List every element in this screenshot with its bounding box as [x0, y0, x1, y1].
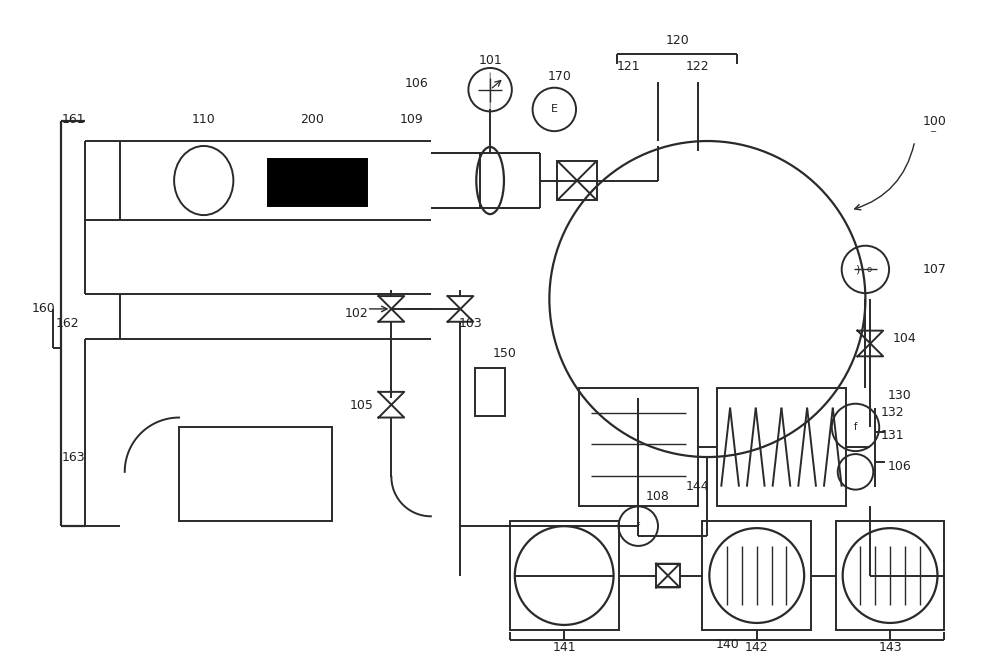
Text: 108: 108 [646, 490, 670, 503]
Text: 161: 161 [62, 113, 85, 126]
Text: 100: 100 [923, 114, 946, 128]
Text: 162: 162 [56, 317, 79, 330]
Bar [510, 521, 619, 630]
Text: ─: ─ [930, 126, 935, 136]
Bar [836, 521, 944, 630]
Text: 122: 122 [686, 61, 709, 74]
Bar [179, 428, 332, 521]
Text: 101: 101 [478, 53, 502, 66]
Text: 120: 120 [666, 34, 690, 47]
Text: 144: 144 [686, 480, 709, 493]
Text: 160: 160 [32, 303, 56, 315]
Text: 105: 105 [350, 399, 374, 412]
Bar [717, 388, 846, 507]
Bar [702, 521, 811, 630]
Text: f: f [854, 422, 857, 432]
Text: 150: 150 [493, 347, 517, 360]
Text: 104: 104 [893, 332, 917, 345]
Text: 200: 200 [300, 113, 324, 126]
Bar [268, 159, 367, 206]
Text: f: f [637, 522, 640, 530]
Bar [557, 161, 597, 200]
Text: 130: 130 [888, 390, 912, 402]
Bar [475, 368, 505, 416]
Text: 102: 102 [345, 307, 369, 320]
Text: 143: 143 [878, 641, 902, 654]
Text: 110: 110 [192, 113, 216, 126]
Text: 163: 163 [62, 451, 85, 463]
Text: 106: 106 [404, 77, 428, 90]
Bar [656, 564, 680, 588]
Text: 131: 131 [880, 429, 904, 442]
Text: 142: 142 [745, 641, 769, 654]
Text: 140: 140 [715, 638, 739, 651]
Text: 109: 109 [399, 113, 423, 126]
Text: 103: 103 [458, 317, 482, 330]
Text: 121: 121 [617, 61, 640, 74]
Text: 106: 106 [888, 461, 912, 473]
Bar [579, 388, 698, 507]
Text: 107: 107 [923, 263, 946, 276]
Text: ): ) [855, 265, 860, 274]
Text: E: E [551, 105, 558, 114]
Text: 141: 141 [552, 641, 576, 654]
Text: 170: 170 [547, 70, 571, 84]
Text: 132: 132 [880, 406, 904, 419]
Text: o: o [867, 265, 872, 274]
